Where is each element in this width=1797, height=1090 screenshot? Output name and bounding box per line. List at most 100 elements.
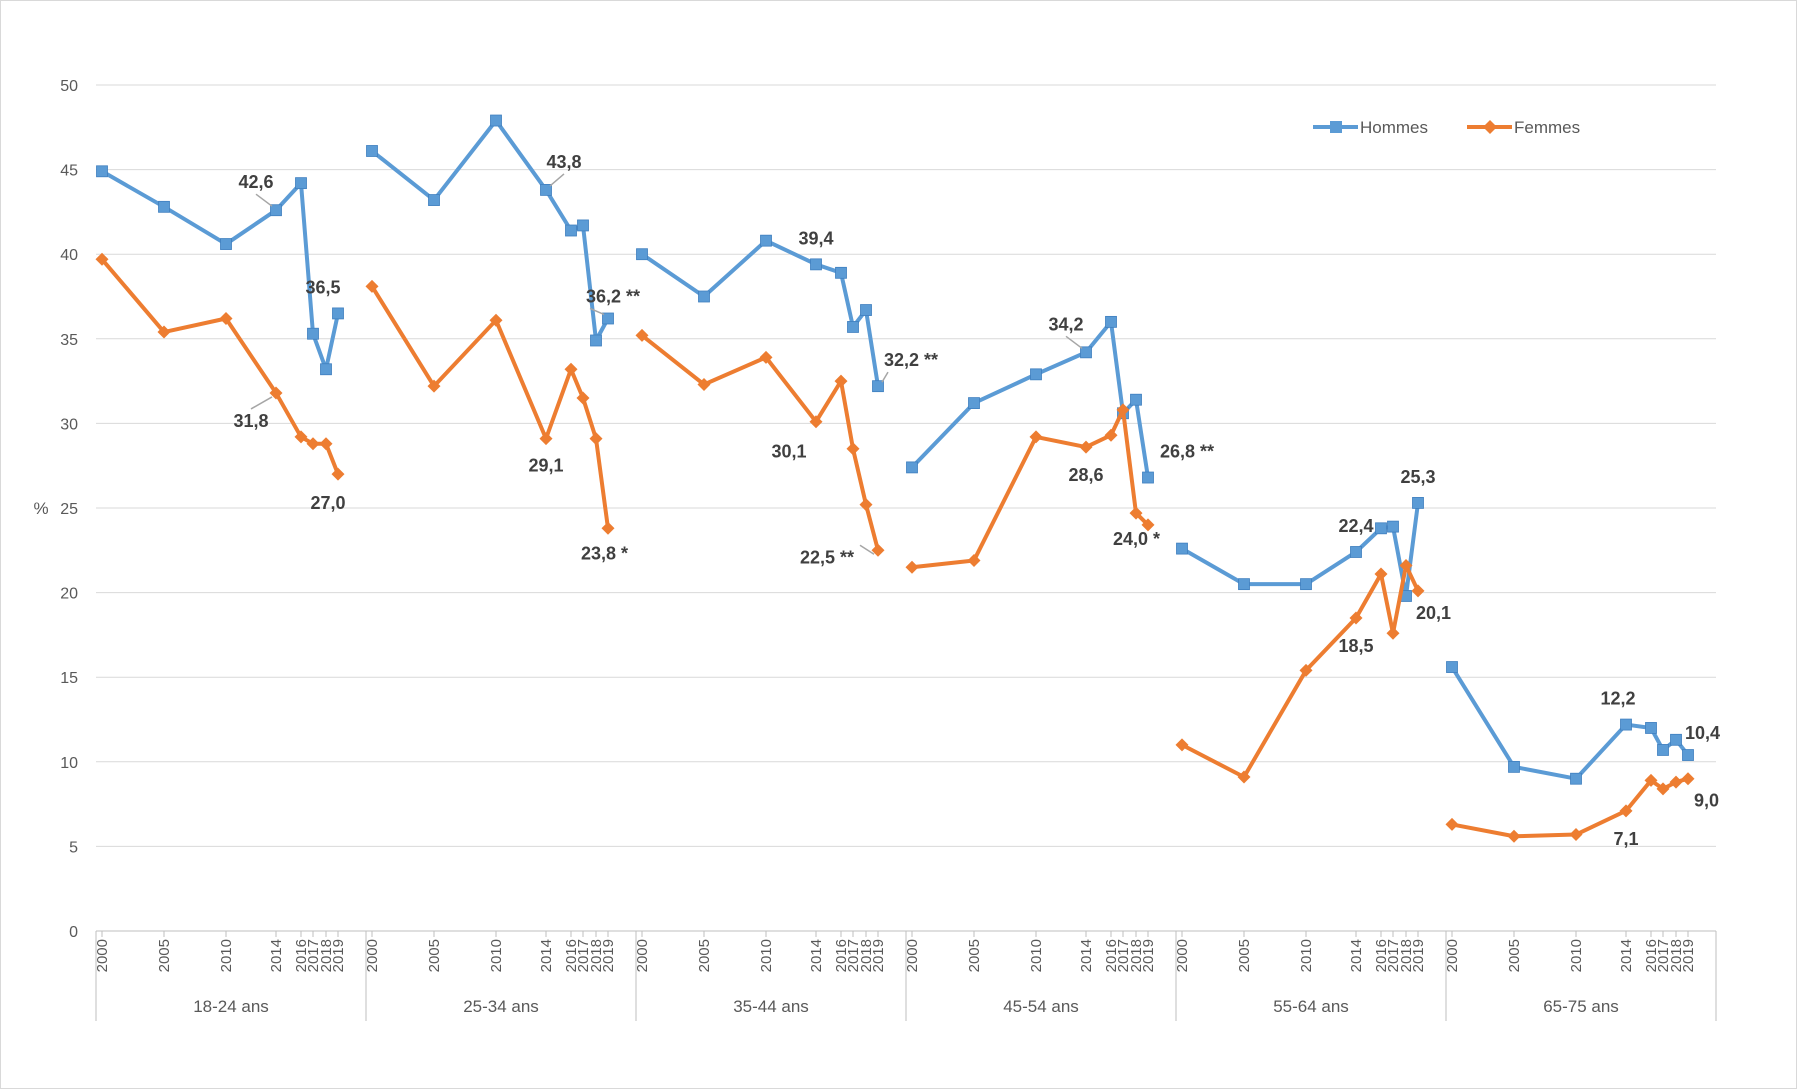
x-tick-label: 2005 [426, 939, 443, 972]
x-tick-label: 2016 [833, 939, 850, 972]
point-femmes [1507, 829, 1521, 843]
point-femmes [635, 328, 649, 342]
point-femmes [601, 521, 615, 535]
point-hommes [760, 234, 772, 247]
point-hommes [860, 304, 872, 316]
x-tick-label: 2005 [696, 939, 713, 972]
x-tick-label: 2019 [330, 939, 347, 972]
series-line-hommes [370, 118, 610, 343]
point-hommes [96, 165, 108, 178]
gridlines [96, 84, 1716, 932]
y-tick-label: 45 [60, 163, 78, 180]
data-label: 29,1 [528, 456, 563, 476]
x-tick-label: 2005 [1236, 939, 1253, 972]
point-hommes [698, 290, 710, 303]
data-label: 10,4 [1685, 723, 1720, 743]
point-hommes [1238, 578, 1250, 591]
label-leader-line [859, 544, 875, 555]
point-femmes [846, 442, 860, 456]
x-tick-label: 2010 [488, 939, 505, 972]
label-leader-line [549, 173, 565, 187]
point-femmes [1656, 782, 1670, 796]
x-tick-label: 2016 [1103, 939, 1120, 972]
x-tick-label: 2019 [600, 939, 617, 972]
x-tick-label: 2019 [1680, 939, 1697, 972]
x-tick-label: 2005 [966, 939, 983, 972]
point-hommes [1682, 749, 1694, 761]
point-hommes [220, 238, 232, 250]
legend-item-hommes[interactable]: Hommes [1313, 118, 1428, 137]
data-label: 7,1 [1613, 829, 1638, 849]
label-leader-line [255, 193, 273, 207]
point-hommes [906, 461, 918, 474]
x-tick-label: 2017 [575, 939, 592, 972]
point-femmes [859, 498, 873, 512]
x-tick-label: 2016 [1373, 939, 1390, 972]
point-hommes [835, 266, 847, 279]
x-tick-label: 2005 [156, 939, 173, 972]
data-labels: 42,6 36,5 31,8 27,0 43,8 36,2 ** 29,1 23,8 * 39,… [233, 152, 1720, 849]
series-line-femmes [640, 333, 880, 551]
x-tick-label: 2018 [1128, 939, 1145, 972]
point-femmes [1644, 773, 1658, 787]
point-femmes [1445, 817, 1459, 831]
point-hommes [872, 380, 884, 393]
point-femmes [1129, 506, 1143, 520]
axes: 0 5 10 15 20 25 30 35 40 45 50% 2000 2005 2010 2014 201… [33, 78, 1717, 1021]
x-tick-label: 2005 [1506, 939, 1523, 972]
series-line-femmes [370, 285, 610, 529]
point-hommes [1350, 546, 1362, 558]
y-tick-label: 30 [60, 416, 78, 433]
point-femmes [1681, 772, 1695, 786]
point-femmes [1237, 770, 1251, 784]
point-hommes [1176, 542, 1188, 555]
point-hommes [366, 145, 378, 157]
point-hommes [590, 334, 602, 347]
series-line-hommes [101, 169, 340, 372]
point-femmes [871, 543, 885, 557]
point-hommes [1412, 497, 1424, 509]
point-femmes [1349, 611, 1363, 625]
point-femmes [157, 325, 171, 339]
y-tick-label: 10 [60, 755, 78, 772]
group-label: 55-64 ans [1273, 997, 1349, 1016]
point-femmes [576, 391, 590, 405]
x-tick-label: 2000 [94, 939, 111, 972]
series-line-femmes [1451, 776, 1689, 839]
point-hommes [847, 321, 859, 333]
y-tick-label: 15 [60, 670, 78, 687]
data-label: 36,2 ** [586, 286, 640, 306]
x-tick-label: 2014 [538, 939, 555, 972]
point-femmes [905, 560, 919, 574]
x-tick-label: 2019 [870, 939, 887, 972]
point-femmes [697, 377, 711, 391]
x-tick-label: 2000 [634, 939, 651, 972]
x-tick-label: 2014 [1618, 939, 1635, 972]
x-tick-label: 2010 [1568, 939, 1585, 972]
point-hommes [540, 184, 552, 196]
point-femmes [489, 313, 503, 327]
series [95, 114, 1695, 843]
x-tick-label: 2014 [1348, 939, 1365, 972]
point-femmes [269, 386, 283, 400]
data-label: 30,1 [771, 442, 806, 462]
point-femmes [1299, 663, 1313, 677]
x-tick-label: 2017 [1655, 939, 1672, 972]
y-tick-label: 35 [60, 332, 78, 349]
x-tick-label: 2018 [588, 939, 605, 972]
point-hommes [636, 248, 648, 261]
point-femmes [1569, 828, 1583, 842]
group-label: 25-34 ans [463, 997, 539, 1016]
legend-item-femmes[interactable]: Femmes [1467, 118, 1580, 137]
legend[interactable]: Hommes Femmes [1313, 118, 1580, 137]
point-hommes [158, 200, 170, 213]
y-tick-label: 40 [60, 247, 78, 264]
point-hommes [1105, 315, 1117, 328]
point-femmes [219, 311, 233, 325]
legend-marker [1330, 121, 1342, 133]
point-femmes [306, 437, 320, 451]
data-label: 36,5 [305, 277, 340, 297]
y-tick-label: 0 [69, 924, 78, 941]
point-femmes [1374, 567, 1388, 581]
